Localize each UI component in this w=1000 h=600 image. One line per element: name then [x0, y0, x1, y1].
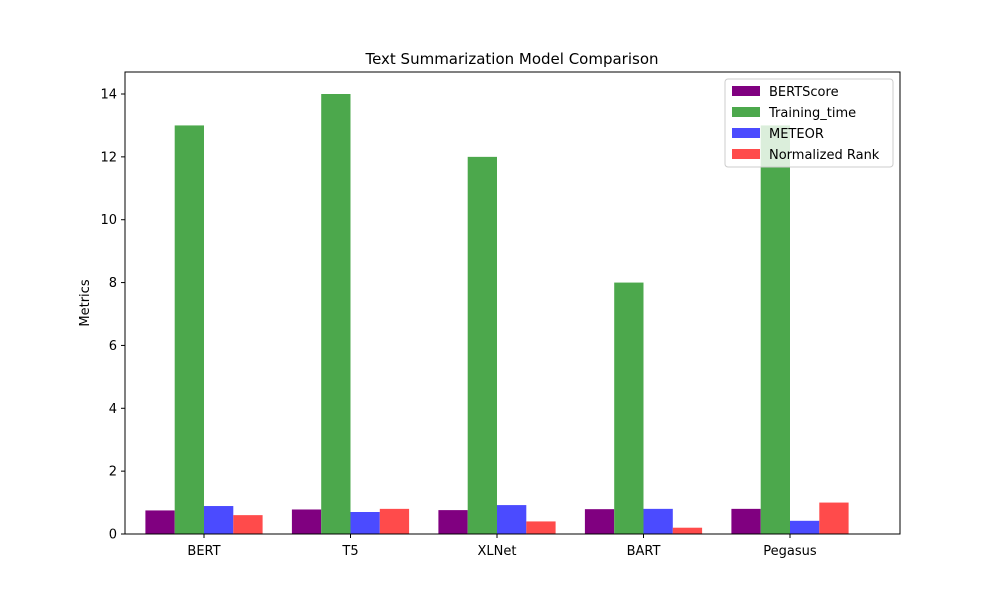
bar-normalized-rank-bert — [233, 515, 263, 534]
bar-normalized-rank-bart — [672, 527, 703, 534]
y-tick-label: 6 — [109, 339, 117, 354]
legend-swatch — [732, 86, 760, 96]
legend-swatch — [732, 107, 760, 117]
bar-bertscore-bart — [584, 509, 615, 534]
bar-bertscore-pegasus — [731, 508, 761, 534]
bar-meteor-xlnet — [497, 505, 527, 534]
bar-training-time-xlnet — [467, 156, 497, 535]
bar-normalized-rank-t5 — [379, 508, 410, 534]
legend-swatch — [732, 149, 760, 159]
y-tick-label: 0 — [109, 528, 117, 543]
bar-meteor-bert — [204, 506, 234, 534]
bar-training-time-bert — [174, 125, 204, 535]
bar-meteor-t5 — [350, 512, 380, 534]
y-tick-label: 14 — [100, 88, 117, 103]
x-tick-label: Pegasus — [763, 544, 817, 559]
bar-meteor-pegasus — [790, 520, 820, 534]
legend-swatch — [732, 128, 760, 138]
bar-bertscore-bert — [145, 510, 175, 534]
plot-frame — [124, 71, 901, 535]
bar-meteor-bart — [643, 508, 673, 534]
bar-bertscore-t5 — [291, 509, 322, 534]
legend-label: Training_time — [768, 106, 856, 121]
legend-box — [724, 78, 894, 168]
x-tick-label: BART — [627, 544, 661, 559]
bar-bertscore-xlnet — [438, 510, 468, 534]
legend-label: BERTScore — [769, 85, 839, 100]
plot-area: 0 2 4 6 8 10 12 14 BERT T5 XLNet BART Pegasus — [100, 71, 901, 559]
legend-label: METEOR — [769, 127, 824, 142]
bar-training-time-bart — [614, 282, 644, 534]
bar-training-time-t5 — [321, 94, 351, 534]
y-tick-label: 8 — [109, 276, 117, 291]
y-tick-label: 2 — [109, 465, 117, 480]
y-tick-label: 4 — [109, 402, 117, 417]
x-tick-label: XLNet — [478, 544, 517, 559]
legend-label: Normalized Rank — [769, 148, 880, 163]
chart-title: Text Summarization Model Comparison — [364, 50, 658, 68]
x-tick-label: BERT — [187, 544, 220, 559]
x-tick-label: T5 — [341, 544, 358, 559]
bar-normalized-rank-xlnet — [526, 521, 556, 534]
y-tick-label: 12 — [100, 150, 117, 165]
bar-normalized-rank-pegasus — [819, 502, 849, 534]
legend: BERTScore Training_time METEOR Normalized R… — [724, 78, 894, 168]
y-tick-label: 10 — [100, 213, 117, 228]
bar-training-time-pegasus — [760, 125, 790, 535]
y-axis-label: Metrics — [78, 279, 93, 326]
